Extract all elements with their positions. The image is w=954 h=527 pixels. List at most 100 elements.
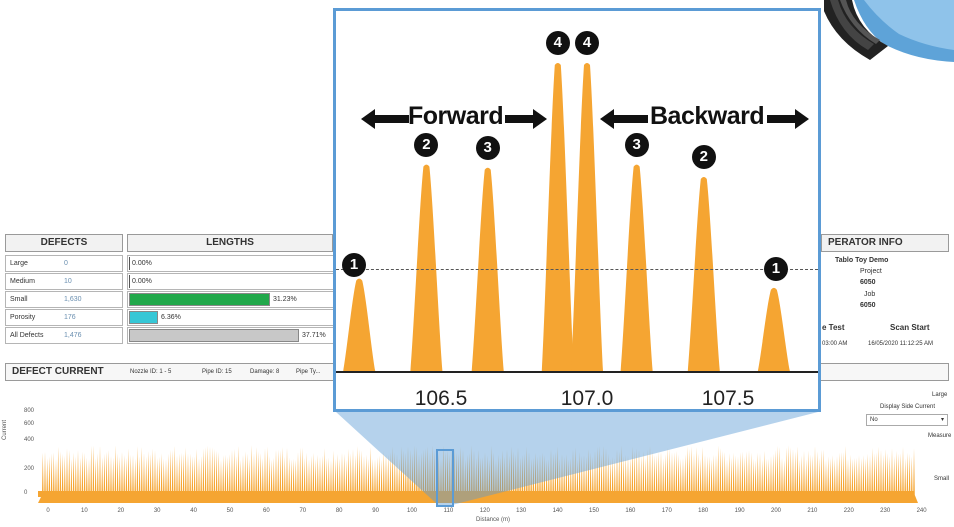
- backward-arrow-left: [600, 109, 650, 134]
- defect-current-meta-3: Damage: 8: [250, 369, 280, 375]
- x-tick: 120: [479, 508, 490, 514]
- length-pct: 6.36%: [161, 314, 181, 321]
- length-bar: [129, 329, 299, 342]
- x-axis-label: Distance (m): [476, 517, 511, 523]
- length-bar: [129, 311, 158, 324]
- reference-line: [336, 269, 818, 270]
- defect-row-label: All Defects: [10, 332, 44, 339]
- forward-arrow: [361, 109, 411, 134]
- inset-peak: [541, 63, 574, 371]
- x-tick: 190: [734, 508, 745, 514]
- inset-x-tick-107-0: 107.0: [560, 387, 614, 410]
- defect-row: Porosity 176: [5, 309, 123, 326]
- peak-marker: 3: [475, 135, 500, 160]
- x-tick: 20: [117, 508, 125, 514]
- x-tick: 180: [698, 508, 709, 514]
- inset-peak-chart: [343, 63, 790, 371]
- inset-x-axis: [336, 371, 818, 373]
- inset-peak: [343, 278, 376, 371]
- measure-label: Measure: [928, 433, 952, 439]
- x-tick: 10: [81, 508, 88, 514]
- display-side-select[interactable]: No ▾: [866, 414, 948, 426]
- display-side-current-label: Display Side Current: [880, 404, 936, 410]
- defect-row-value: 1,476: [64, 332, 82, 339]
- x-tick: 150: [588, 508, 600, 514]
- lengths-header: LENGTHS: [127, 234, 333, 252]
- peak-marker: 1: [342, 253, 366, 277]
- length-bar: [129, 293, 270, 306]
- operator-line-2: Project: [860, 268, 882, 275]
- y-axis-label: Current: [2, 419, 8, 440]
- length-pct: 31.23%: [273, 296, 297, 303]
- defect-row-value: 10: [64, 278, 72, 285]
- defect-row: Large 0: [5, 255, 123, 272]
- x-tick: 220: [843, 508, 854, 514]
- small-label: Small: [934, 476, 950, 482]
- defect-current-meta-4: Pipe Ty...: [296, 369, 321, 375]
- y-tick-600: 600: [24, 421, 35, 427]
- length-row: 37.71%: [127, 327, 337, 344]
- x-tick: 110: [443, 508, 454, 514]
- chevron-down-icon: ▾: [940, 417, 944, 423]
- peak-marker: 2: [691, 144, 716, 169]
- defect-row-value: 1,630: [64, 296, 82, 303]
- peak-marker: 4: [545, 31, 570, 55]
- inset-peak: [620, 164, 653, 371]
- length-row: 0.00%: [127, 273, 337, 290]
- x-tick: 130: [516, 508, 527, 514]
- defect-row-value: 176: [64, 314, 76, 321]
- x-tick: 50: [226, 508, 234, 514]
- length-row: 6.36%: [127, 309, 337, 326]
- defect-row-label: Large: [10, 260, 28, 267]
- length-pct: 0.00%: [132, 260, 152, 267]
- peak-marker: 1: [763, 257, 788, 281]
- current-signal-area: [38, 445, 918, 503]
- x-tick: 140: [552, 508, 563, 514]
- x-tick: 70: [299, 508, 307, 514]
- operator-line-1: Tablo Toy Demo: [835, 257, 889, 264]
- defect-current-meta-1: Nozzle ID: 1 - 5: [130, 369, 172, 375]
- forward-label: Forward: [408, 102, 504, 130]
- x-tick: 30: [153, 508, 161, 514]
- x-tick: 230: [880, 508, 891, 514]
- y-tick-200: 200: [24, 466, 35, 472]
- inset-x-tick-107-5: 107.5: [701, 387, 755, 410]
- inset-peak: [571, 63, 603, 371]
- operator-info-header: PERATOR INFO: [821, 234, 949, 252]
- defect-row-label: Porosity: [10, 314, 36, 321]
- defect-current-meta-2: Pipe ID: 15: [202, 369, 232, 375]
- operator-col1-header: e Test: [822, 323, 845, 332]
- x-tick: 200: [770, 508, 782, 514]
- x-tick: 80: [335, 508, 343, 514]
- y-tick-800: 800: [24, 408, 35, 414]
- operator-line-5: 6050: [860, 302, 876, 309]
- x-tick: 90: [372, 508, 379, 514]
- operator-col2-header: Scan Start: [890, 323, 930, 332]
- y-tick-0: 0: [24, 490, 28, 496]
- inset-x-tick-106-5: 106.5: [414, 387, 468, 410]
- backward-label: Backward: [650, 102, 765, 130]
- x-tick: 160: [625, 508, 636, 514]
- defect-row-label: Medium: [10, 278, 35, 285]
- length-bar: [129, 275, 130, 288]
- x-tick: 0: [46, 508, 50, 514]
- defects-header: DEFECTS: [5, 234, 123, 252]
- display-side-select-value: No: [870, 417, 878, 423]
- x-tick: 100: [406, 508, 418, 514]
- current-signal-baseline: [38, 491, 914, 497]
- x-tick: 210: [807, 508, 818, 514]
- defect-row: Small 1,630: [5, 291, 123, 308]
- y-tick-400: 400: [24, 437, 35, 443]
- operator-line-4: Job: [864, 291, 876, 298]
- peak-marker: 4: [575, 31, 599, 55]
- inset-peak: [410, 164, 443, 371]
- operator-col2-value: 16/05/2020 11:12:25 AM: [868, 341, 933, 347]
- inset-peak: [757, 287, 790, 371]
- operator-line-3: 6050: [860, 279, 876, 286]
- x-tick: 40: [190, 508, 197, 514]
- peak-marker: 3: [624, 132, 649, 157]
- defect-row: Medium 10: [5, 273, 123, 290]
- x-tick: 240: [916, 508, 927, 514]
- operator-col1-value: 03:00 AM: [822, 341, 848, 347]
